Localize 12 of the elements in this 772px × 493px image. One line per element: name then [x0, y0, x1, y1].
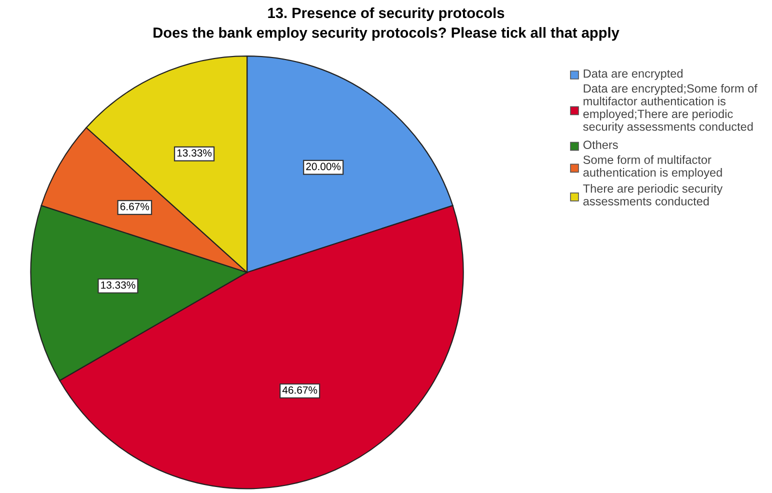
legend-label: There are periodic security assessments conducted — [583, 184, 723, 206]
data-label: 46.67% — [282, 386, 318, 394]
legend-label: Data are encrypted;Some form of multifactor authentication is employed;There are periodic security assessments conducted — [583, 84, 758, 134]
chart-title: 13. Presence of security protocols — [268, 7, 504, 21]
legend-label: Others — [583, 140, 618, 150]
data-label: 13.33% — [177, 149, 212, 157]
legend-label: Data are encrypted — [584, 69, 683, 80]
data-label: 20.00% — [306, 162, 341, 170]
legend-label: Some form of multifactor authentication is employed — [583, 155, 722, 180]
data-label: 13.33% — [101, 281, 136, 289]
data-label: 6.67% — [120, 202, 150, 210]
chart-subtitle: Does the bank employ security protocols? Please tick all that apply — [154, 27, 620, 41]
